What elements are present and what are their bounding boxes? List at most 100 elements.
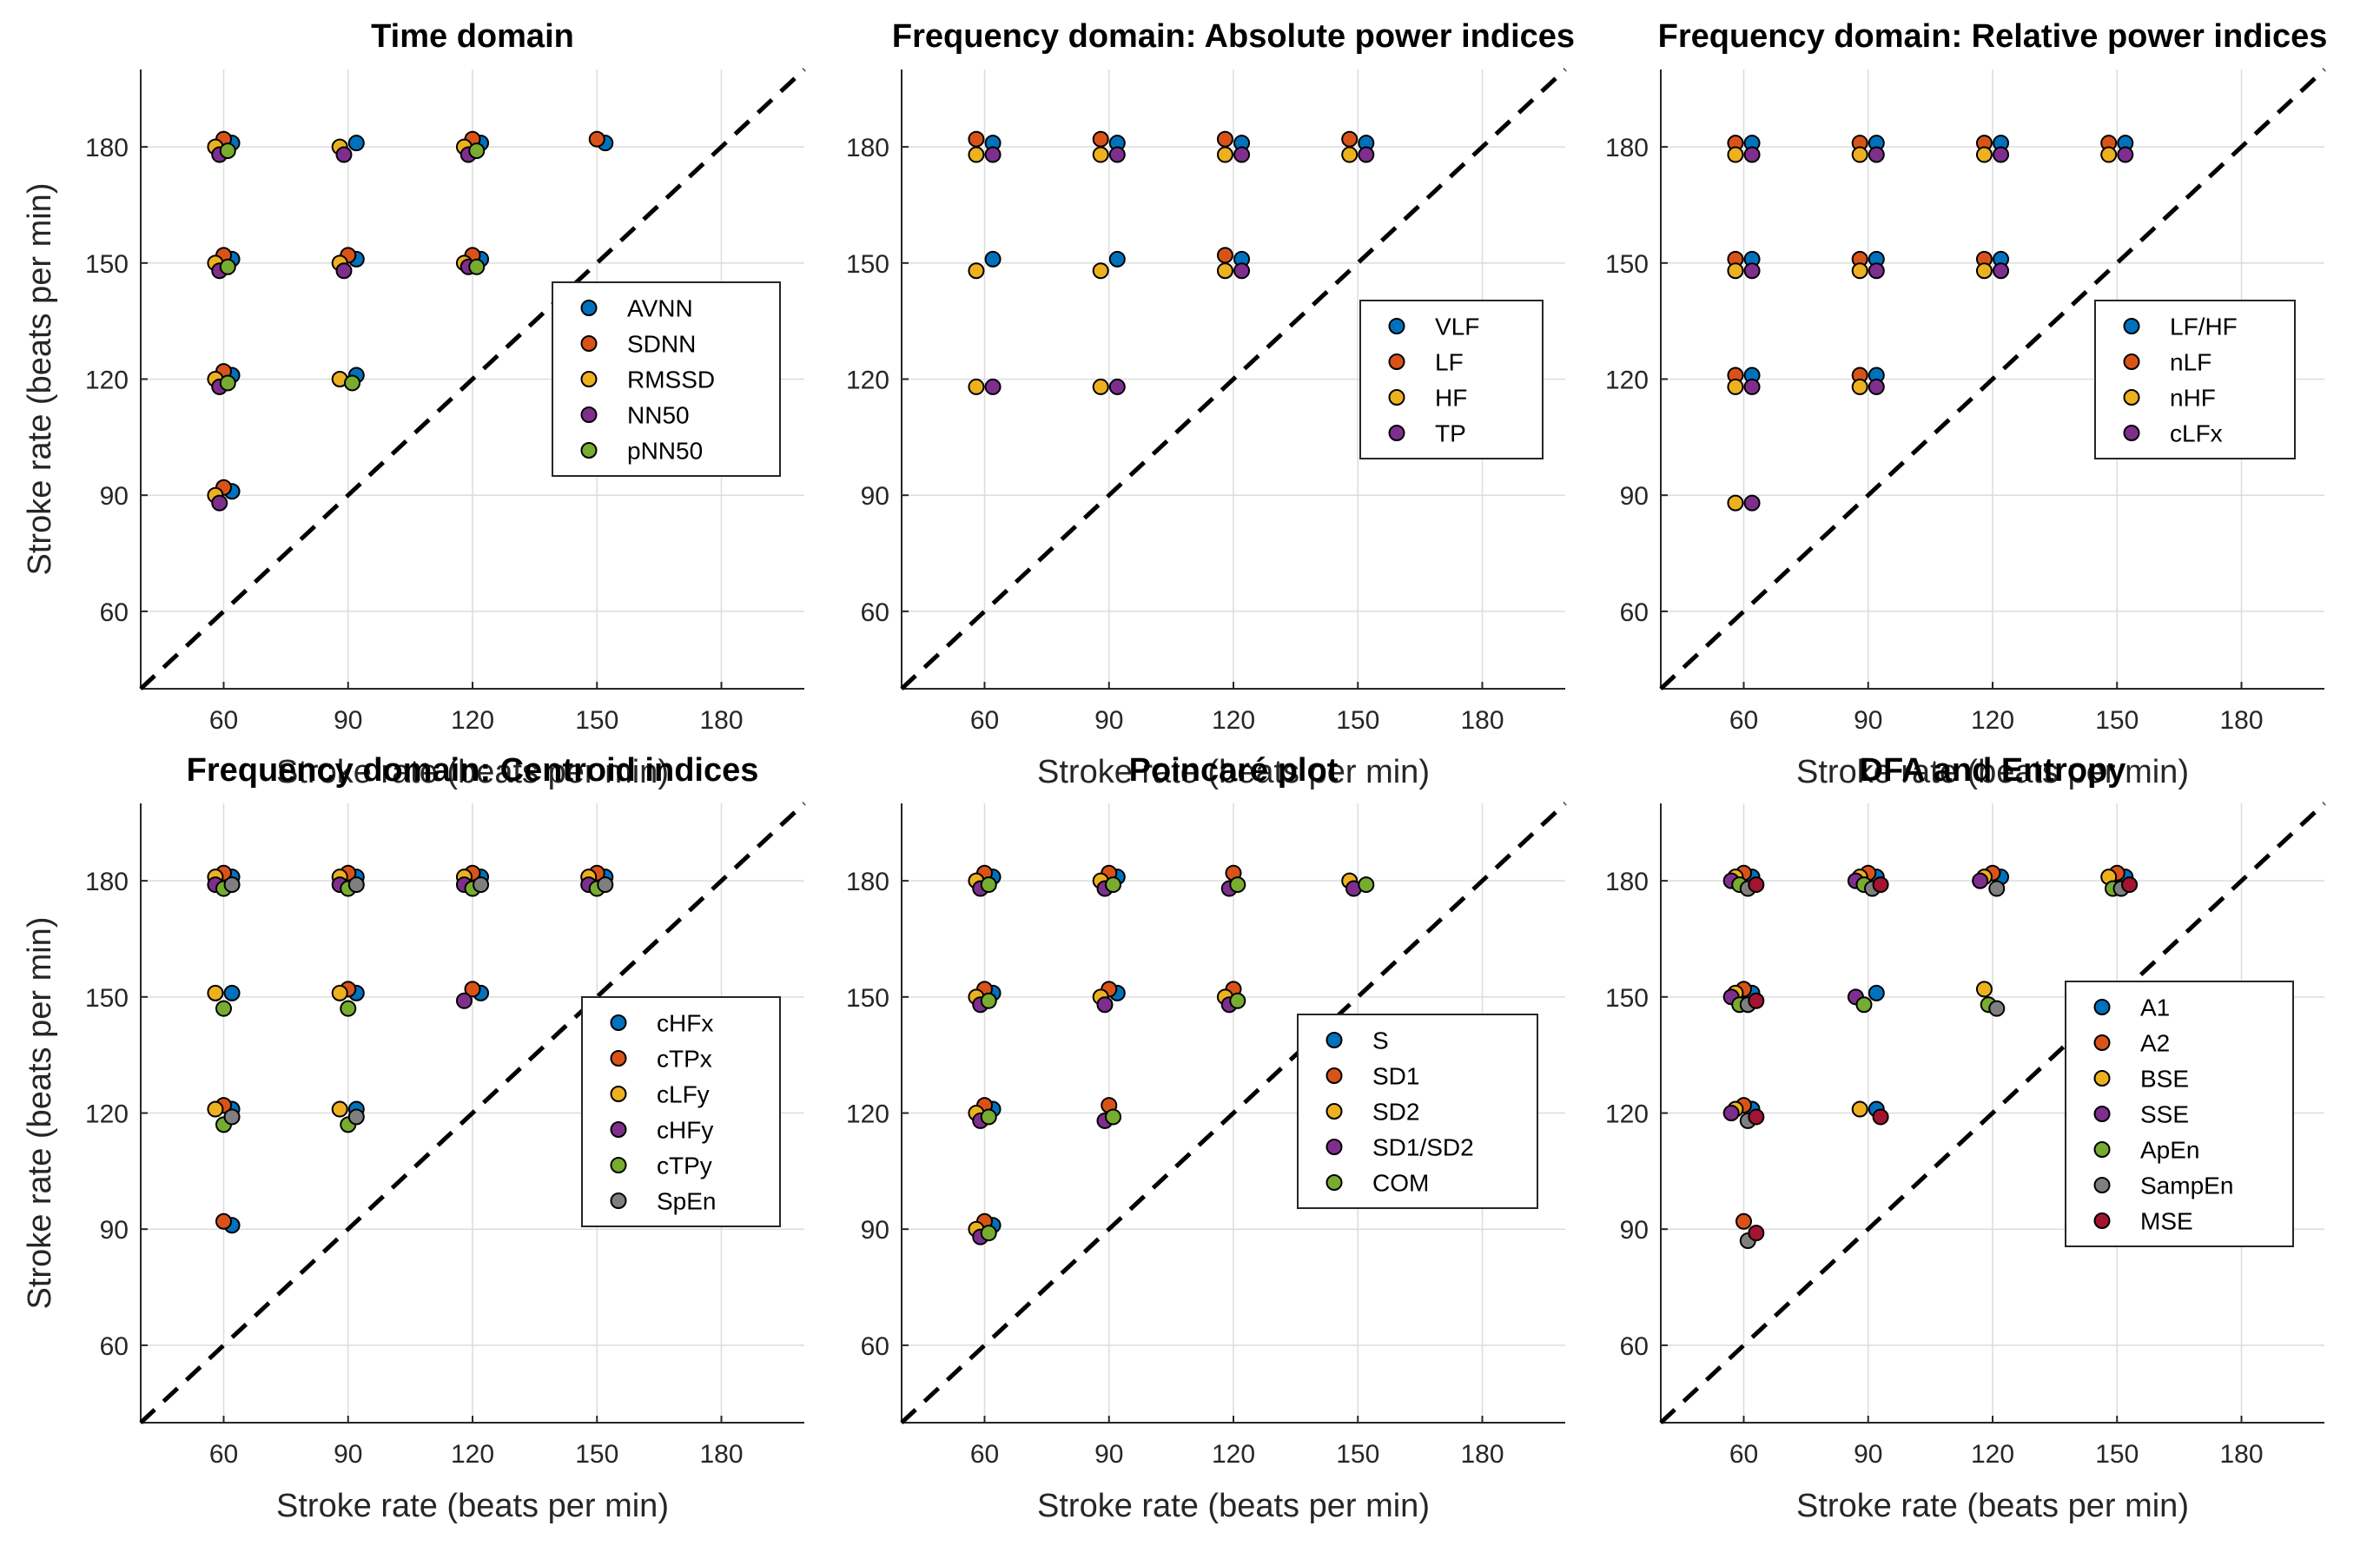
x-tick-label: 150 <box>1336 706 1379 735</box>
x-tick-label: 60 <box>970 706 999 735</box>
data-point <box>331 984 348 1001</box>
series-vlf <box>984 135 1375 268</box>
data-point <box>1092 262 1109 280</box>
x-tick-label: 90 <box>1854 706 1882 735</box>
panel-1: 60 90 120 150 180 60 90 120 150 180 Time domain Str… <box>22 18 806 790</box>
series-sse <box>1722 872 1989 1121</box>
y-tick-label: 90 <box>1620 482 1649 511</box>
data-point <box>2117 146 2134 163</box>
data-point <box>455 992 473 1009</box>
data-point <box>347 135 365 152</box>
y-tick-label: 180 <box>846 134 889 162</box>
legend-marker <box>1326 1103 1343 1120</box>
legend-marker <box>610 1121 627 1138</box>
x-tick-label: 120 <box>1212 706 1255 735</box>
data-point <box>473 876 490 894</box>
y-tick-label: 120 <box>85 1100 129 1129</box>
legend-marker <box>1388 318 1405 334</box>
panel-title: Frequency domain: Relative power indices <box>1658 18 2328 55</box>
data-point <box>1727 262 1744 280</box>
identity-line <box>900 68 1567 690</box>
panel-title: Poincaré plot <box>1129 752 1339 789</box>
data-point <box>1872 1108 1889 1126</box>
legend-marker <box>580 335 598 352</box>
data-point <box>1868 378 1885 395</box>
legend-marker <box>580 300 598 316</box>
series-tp <box>984 146 1375 395</box>
legend-label: RMSSD <box>627 367 715 393</box>
y-tick-label: 150 <box>85 984 129 1013</box>
legend-marker <box>610 1014 627 1031</box>
data-point <box>340 1000 357 1017</box>
y-tick-label: 150 <box>1605 984 1649 1013</box>
legend-label: HF <box>1435 385 1467 412</box>
data-point <box>468 142 486 160</box>
y-axis-label: Stroke rate (beats per min) <box>22 917 58 1310</box>
x-tick-label: 90 <box>1094 1440 1123 1469</box>
data-point <box>1358 146 1375 163</box>
x-axis-label: Stroke rate (beats per min) <box>1796 754 2189 790</box>
data-point <box>1748 1108 1765 1126</box>
data-point <box>223 876 241 894</box>
series-nhf <box>1727 146 2118 512</box>
data-point <box>1988 880 2006 897</box>
panel-title: Frequency domain: Absolute power indices <box>892 18 1575 55</box>
data-point <box>223 984 241 1001</box>
y-tick-label: 150 <box>846 250 889 279</box>
x-tick-label: 120 <box>1971 706 2014 735</box>
panel-title: Time domain <box>371 18 574 55</box>
data-point <box>1727 494 1744 512</box>
y-tick-label: 150 <box>85 250 129 279</box>
legend-marker <box>580 371 598 387</box>
panel-4: 60 90 120 150 180 60 90 120 150 180 Frequency doma… <box>22 752 806 1524</box>
data-point <box>1993 262 2010 280</box>
x-tick-label: 180 <box>2219 1440 2263 1469</box>
x-tick-label: 60 <box>209 706 238 735</box>
data-point <box>1092 378 1109 395</box>
legend-marker <box>1326 1174 1343 1191</box>
legend-label: cTPx <box>657 1046 712 1073</box>
legend: AVNN SDNN RMSSD NN50 pNN50 <box>552 281 781 477</box>
panel-6: 60 90 120 150 180 60 90 120 150 180 DFA and Entrop… <box>1605 752 2326 1524</box>
data-point <box>1105 876 1122 894</box>
data-point <box>1341 146 1359 163</box>
legend-label: nHF <box>2170 385 2216 412</box>
legend-label: SSE <box>2140 1101 2189 1128</box>
legend-label: BSE <box>2140 1066 2189 1093</box>
y-tick-label: 90 <box>100 1216 129 1245</box>
x-tick-label: 120 <box>1971 1440 2014 1469</box>
data-point <box>1743 146 1761 163</box>
data-point <box>1216 262 1233 280</box>
legend-label: SampEn <box>2140 1173 2233 1199</box>
data-point <box>1722 1105 1740 1121</box>
y-tick-label: 90 <box>861 1216 889 1245</box>
data-point <box>223 1108 241 1126</box>
data-point <box>347 876 365 894</box>
data-point <box>588 130 605 148</box>
y-tick-label: 120 <box>846 1100 889 1129</box>
data-point <box>331 1100 348 1118</box>
data-point <box>1092 130 1109 148</box>
identity-line <box>1659 802 2326 1424</box>
legend-label: cHFx <box>657 1010 713 1037</box>
x-tick-label: 150 <box>2095 706 2139 735</box>
data-point <box>980 992 997 1009</box>
series-lf-hf <box>1743 135 2134 384</box>
data-point <box>1108 250 1126 268</box>
data-point <box>1743 262 1761 280</box>
x-tick-label: 180 <box>699 1440 743 1469</box>
legend: cHFx cTPx cLFy cHFy cTPy SpEn <box>581 996 781 1227</box>
series-spen <box>223 876 614 1126</box>
data-point <box>2121 876 2139 894</box>
data-point <box>219 258 236 275</box>
data-point <box>207 984 224 1001</box>
y-tick-label: 60 <box>861 598 889 627</box>
data-point <box>1216 146 1233 163</box>
data-point <box>207 1100 224 1118</box>
data-point <box>347 1108 365 1126</box>
data-point <box>219 374 236 392</box>
legend-label: VLF <box>1435 314 1479 340</box>
x-tick-label: 90 <box>1094 706 1123 735</box>
data-point <box>1233 146 1251 163</box>
